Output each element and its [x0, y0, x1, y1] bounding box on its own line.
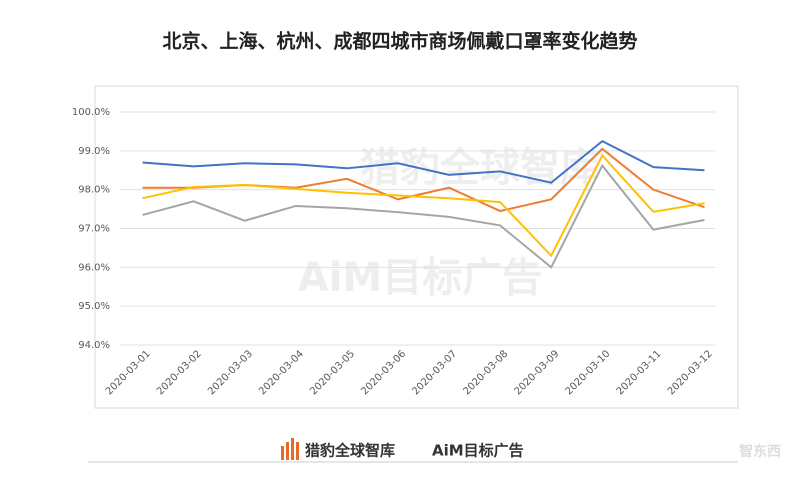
- footer-icon: [281, 438, 299, 460]
- watermark: AiM目标广告: [298, 255, 542, 301]
- watermark: 猎豹全球智库: [360, 145, 600, 191]
- x-tick-label: 2020-03-07: [410, 348, 459, 397]
- x-tick-label: 2020-03-08: [461, 348, 510, 397]
- x-tick-label: 2020-03-09: [513, 348, 562, 397]
- y-tick-label: 98.0%: [78, 185, 110, 196]
- x-tick-label: 2020-03-01: [104, 348, 153, 397]
- y-tick-label: 99.0%: [78, 146, 110, 157]
- x-tick-label: 2020-03-06: [359, 348, 408, 397]
- y-tick-label: 95.0%: [78, 301, 110, 312]
- plot-frame: [94, 85, 739, 409]
- x-tick-label: 2020-03-03: [206, 348, 255, 397]
- series-line: [142, 139, 705, 184]
- corner-mark: 智东西: [738, 443, 781, 460]
- y-tick-label: 100.0%: [72, 107, 110, 118]
- x-tick-label: 2020-03-04: [257, 348, 306, 397]
- y-tick-label: 96.0%: [78, 262, 110, 273]
- series-line: [142, 163, 705, 269]
- footer-logo: AiM目标广告: [432, 442, 524, 460]
- y-tick-label: 94.0%: [78, 340, 110, 351]
- y-tick-label: 97.0%: [78, 224, 110, 235]
- footer-logo: 猎豹全球智库: [305, 442, 395, 460]
- series-line: [142, 153, 705, 258]
- x-tick-label: 2020-03-05: [308, 348, 357, 397]
- x-tick-label: 2020-03-11: [615, 348, 664, 397]
- x-tick-label: 2020-03-02: [155, 348, 204, 397]
- x-tick-label: 2020-03-12: [666, 348, 715, 397]
- x-tick-label: 2020-03-10: [564, 348, 613, 397]
- chart-title: 北京、上海、杭州、成都四城市商场佩戴口罩率变化趋势: [162, 30, 637, 53]
